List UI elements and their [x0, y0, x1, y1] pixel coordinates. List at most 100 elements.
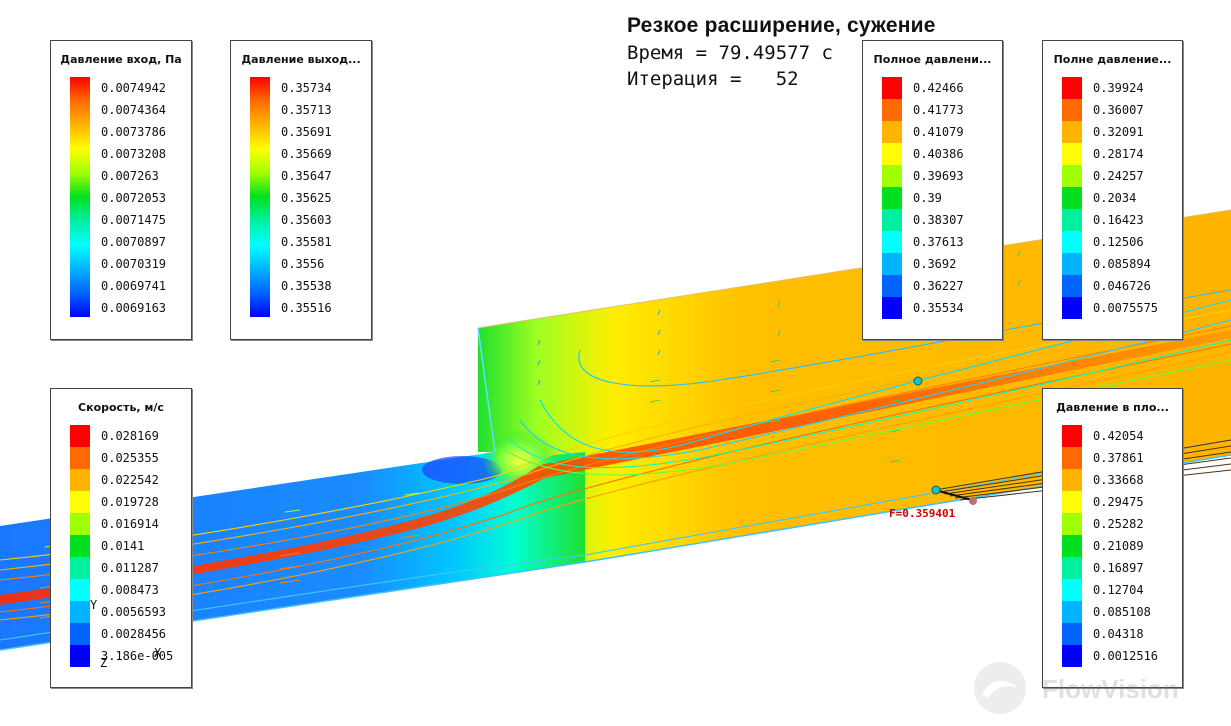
legend-value: 0.35713	[281, 103, 332, 117]
legend-swatch	[70, 645, 90, 667]
legend-value: 0.04318	[1093, 627, 1144, 641]
legend-swatch	[1062, 623, 1082, 645]
legend-swatch	[70, 491, 90, 513]
legend-swatch	[70, 623, 90, 645]
legend-swatch	[1062, 187, 1082, 209]
legend-swatch	[882, 187, 902, 209]
legend-total-pressure-2[interactable]: Полне давление... 0.39924 0.36007 0.32091 0.…	[1042, 40, 1183, 340]
legend-swatch	[1062, 645, 1082, 667]
probe-point-upper[interactable]	[913, 376, 923, 386]
legend-value: 0.016914	[101, 517, 159, 531]
flowvision-watermark: FlowVision	[972, 660, 1182, 716]
legend-swatch	[1062, 275, 1082, 297]
legend-swatch	[1062, 513, 1082, 535]
legend-value: 0.046726	[1093, 279, 1151, 293]
legend-value: 0.0056593	[101, 605, 167, 619]
legend-swatch	[1062, 121, 1082, 143]
legend-swatch	[882, 297, 902, 319]
probe-point-lower[interactable]	[931, 485, 941, 495]
axis-y-label: Y	[90, 598, 98, 612]
legend-swatch	[882, 275, 902, 297]
legend-swatch	[1062, 469, 1082, 491]
legend-swatch	[882, 99, 902, 121]
axis-z-label: Z	[100, 656, 108, 670]
legend-value: 0.0075575	[1093, 301, 1159, 315]
legend-outlet-pressure[interactable]: Давление выход... 0.35734 0.35713 0.35691 0.…	[230, 40, 372, 340]
legend-value: 0.42054	[1093, 429, 1144, 443]
legend-swatch	[70, 601, 90, 623]
legend-value: 0.3692	[913, 257, 957, 271]
legend-swatch	[1062, 231, 1082, 253]
legend-swatch	[1062, 77, 1082, 99]
legend-swatch	[1062, 579, 1082, 601]
legend-value: 0.35691	[281, 125, 332, 139]
legend-value: 0.36227	[913, 279, 964, 293]
force-arrow-tip	[969, 497, 977, 505]
legend-value: 0.33668	[1093, 473, 1144, 487]
legend-value: 0.011287	[101, 561, 159, 575]
legend-total-pressure-1[interactable]: Полное давлени... 0.42466 0.41773 0.41079 0.…	[862, 40, 1003, 340]
legend-swatch	[1062, 557, 1082, 579]
legend-value: 0.0072053	[101, 191, 167, 205]
legend-swatch	[70, 579, 90, 601]
legend-title: Давление вход, Па	[60, 53, 182, 66]
legend-swatch	[882, 209, 902, 231]
legend-inlet-pressure[interactable]: Давление вход, Па 0.0074942 0.0074364 0.007…	[50, 40, 192, 340]
legend-value: 0.41773	[913, 103, 964, 117]
legend-value: 0.35538	[281, 279, 332, 293]
legend-value: 0.0069163	[101, 301, 167, 315]
legend-value: 0.0073786	[101, 125, 167, 139]
legend-value: 0.16897	[1093, 561, 1144, 575]
legend-title: Полне давление...	[1053, 53, 1172, 66]
legend-value: 0.39924	[1093, 81, 1144, 95]
legend-value: 0.38307	[913, 213, 964, 227]
legend-value: 0.21089	[1093, 539, 1144, 553]
legend-value: 0.40386	[913, 147, 964, 161]
jet-core	[0, 330, 1231, 605]
legend-value: 0.2034	[1093, 191, 1137, 205]
flowvision-logo-icon	[974, 662, 1026, 714]
legend-value: 0.0069741	[101, 279, 167, 293]
legend-value: 0.36007	[1093, 103, 1144, 117]
legend-value: 0.25282	[1093, 517, 1144, 531]
legend-value: 0.35734	[281, 81, 332, 95]
legend-swatch	[1062, 253, 1082, 275]
legend-swatch	[1062, 425, 1082, 447]
legend-value: 0.0070897	[101, 235, 167, 249]
legend-swatch	[1062, 447, 1082, 469]
legend-value: 0.16423	[1093, 213, 1144, 227]
legend-swatch	[1062, 491, 1082, 513]
legend-color-bar	[70, 77, 90, 317]
watermark-text: FlowVision	[1042, 674, 1179, 704]
legend-value: 0.0073208	[101, 147, 167, 161]
streamlines	[0, 289, 1231, 641]
time-readout: Время = 79.49577 с	[627, 42, 833, 64]
legend-value: 0.37613	[913, 235, 964, 249]
legend-value: 0.35669	[281, 147, 332, 161]
legend-swatch	[882, 253, 902, 275]
legend-title: Скорость, м/с	[78, 401, 164, 414]
legend-swatch	[1062, 535, 1082, 557]
legend-value: 0.42466	[913, 81, 964, 95]
force-arrow	[934, 489, 973, 501]
legend-value: 0.35534	[913, 301, 964, 315]
legend-value: 0.0071475	[101, 213, 167, 227]
legend-title: Полное давлени...	[873, 53, 992, 66]
legend-velocity[interactable]: Скорость, м/с 0.028169 0.025355 0.022542 0.0…	[50, 388, 192, 688]
legend-swatch	[1062, 165, 1082, 187]
legend-swatch	[1062, 143, 1082, 165]
legend-swatch	[70, 425, 90, 447]
legend-value: 0.0012516	[1093, 649, 1159, 663]
legend-value: 0.0070319	[101, 257, 167, 271]
legend-value: 0.007263	[101, 169, 159, 183]
legend-swatch	[70, 535, 90, 557]
legend-swatch	[882, 143, 902, 165]
legend-value: 0.35603	[281, 213, 332, 227]
title-block: Резкое расширение, сужение Время = 79.49…	[627, 14, 936, 90]
legend-title: Давление выход...	[241, 53, 361, 66]
legend-value: 0.32091	[1093, 125, 1144, 139]
legend-value: 0.0141	[101, 539, 145, 553]
legend-swatch	[70, 513, 90, 535]
legend-plane-pressure[interactable]: Давление в пло... 0.42054 0.37861 0.33668 0.…	[1042, 388, 1183, 688]
legend-value: 0.0028456	[101, 627, 167, 641]
